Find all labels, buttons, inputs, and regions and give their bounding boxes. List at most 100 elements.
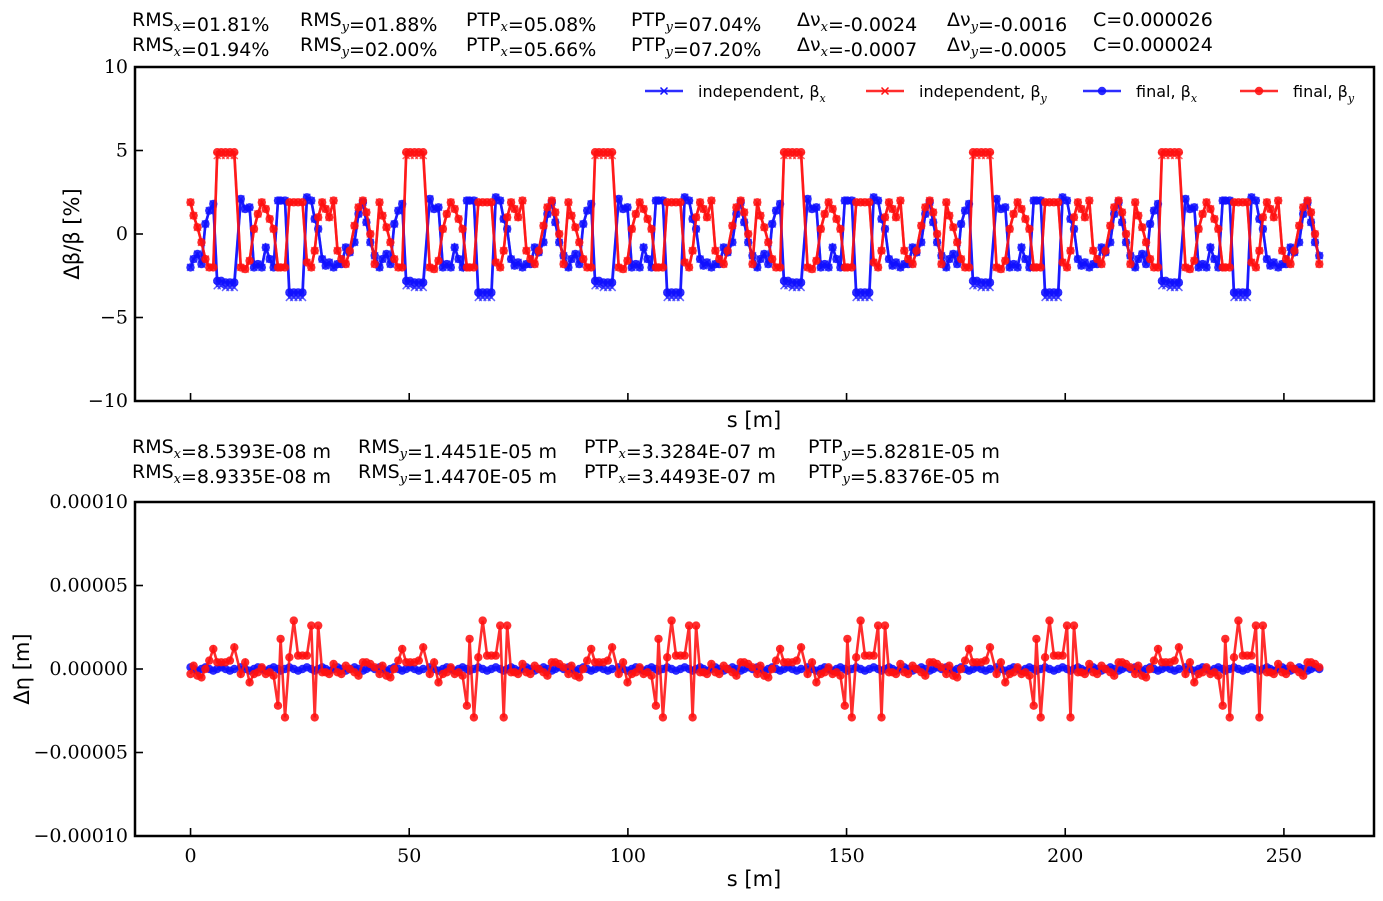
data-point	[702, 669, 712, 679]
data-point	[370, 663, 379, 672]
data-point	[1110, 671, 1119, 680]
data-point	[873, 196, 883, 205]
series-Δη_y	[186, 616, 1324, 722]
data-point	[614, 669, 623, 679]
data-point	[1153, 263, 1163, 272]
data-point	[1005, 224, 1014, 234]
data-point	[908, 259, 917, 269]
data-point	[1145, 664, 1155, 674]
data-point	[249, 224, 259, 234]
data-point	[1138, 249, 1147, 259]
data-point	[1202, 198, 1211, 207]
data-point	[579, 219, 588, 229]
panel1-line1-stat-0: RMSx=01.81%	[132, 9, 269, 36]
legend-item-1: independent, βy	[866, 82, 1048, 105]
data-point	[1194, 224, 1203, 234]
data-point	[496, 621, 505, 630]
data-point	[462, 701, 472, 710]
data-point	[1138, 223, 1147, 232]
data-point	[1134, 211, 1143, 220]
data-point	[1013, 198, 1022, 207]
data-point	[1251, 621, 1261, 630]
data-point	[583, 656, 592, 665]
data-point	[771, 206, 781, 215]
panel2-ytick-label: 0.00000	[49, 658, 128, 680]
data-point	[1069, 621, 1079, 630]
data-point	[425, 669, 434, 679]
panel1-line1-stat-6: C=0.000026	[1093, 9, 1213, 31]
data-point	[1153, 644, 1163, 654]
data-point	[1080, 669, 1090, 679]
panel2-xlabel: s [m]	[727, 867, 781, 891]
data-point	[1266, 204, 1275, 214]
data-point	[503, 213, 512, 222]
data-point	[1243, 288, 1252, 297]
panel1-line1-stat-5: Δνy=-0.0016	[947, 9, 1067, 36]
data-point	[547, 196, 556, 205]
data-point	[539, 221, 548, 230]
data-point	[873, 621, 883, 630]
data-point	[1206, 204, 1215, 214]
data-point	[824, 198, 833, 207]
data-point	[358, 196, 368, 205]
data-point	[1306, 208, 1316, 217]
data-point	[1243, 198, 1252, 207]
data-point	[707, 659, 716, 669]
data-point	[285, 653, 294, 662]
data-point	[1214, 671, 1223, 680]
data-point	[775, 644, 785, 654]
data-point	[446, 198, 455, 207]
data-point	[1066, 713, 1075, 722]
data-point	[1121, 229, 1131, 239]
data-point	[843, 634, 852, 644]
data-point	[949, 249, 958, 259]
data-point	[289, 616, 298, 625]
data-point	[513, 213, 523, 222]
data-point	[1114, 196, 1123, 205]
panel1-ylabel: Δβ/β [%]	[60, 188, 84, 279]
data-point	[695, 198, 705, 207]
data-point	[1299, 203, 1308, 212]
data-point	[956, 254, 966, 264]
data-point	[1190, 203, 1199, 212]
data-point	[981, 656, 990, 665]
data-point	[715, 669, 724, 679]
data-point	[1093, 669, 1102, 679]
data-point	[454, 214, 463, 224]
data-point	[1286, 259, 1295, 269]
data-point	[337, 669, 346, 679]
panel1-line1-stat-1: RMSy=01.88%	[300, 9, 437, 36]
data-point	[796, 664, 806, 674]
panel2-line2-stat-0: RMSx=8.9335E-08 m	[132, 461, 331, 488]
data-point	[298, 198, 307, 207]
panel2-ytick-label: −0.00010	[34, 825, 129, 847]
data-point	[764, 238, 773, 247]
data-point	[241, 658, 250, 667]
data-point	[651, 701, 661, 710]
data-point	[276, 634, 285, 644]
data-point	[1229, 653, 1239, 662]
data-point	[1255, 246, 1264, 255]
data-point	[230, 664, 239, 674]
data-point	[474, 653, 483, 662]
data-point	[1062, 196, 1072, 205]
data-point	[1085, 659, 1094, 669]
data-point	[748, 259, 757, 269]
data-point	[684, 196, 694, 205]
data-point	[691, 621, 701, 630]
data-point	[201, 219, 210, 229]
data-point	[496, 263, 505, 272]
data-point	[792, 656, 801, 665]
data-point	[1181, 194, 1190, 204]
data-point	[1247, 651, 1256, 660]
data-point	[382, 249, 391, 259]
data-point	[386, 673, 395, 682]
data-point	[1274, 196, 1283, 205]
data-point	[419, 278, 428, 287]
data-point	[643, 254, 652, 264]
data-point	[564, 198, 573, 207]
data-point	[917, 221, 926, 230]
data-point	[450, 204, 459, 214]
data-point	[1073, 198, 1083, 207]
data-point	[953, 238, 962, 247]
